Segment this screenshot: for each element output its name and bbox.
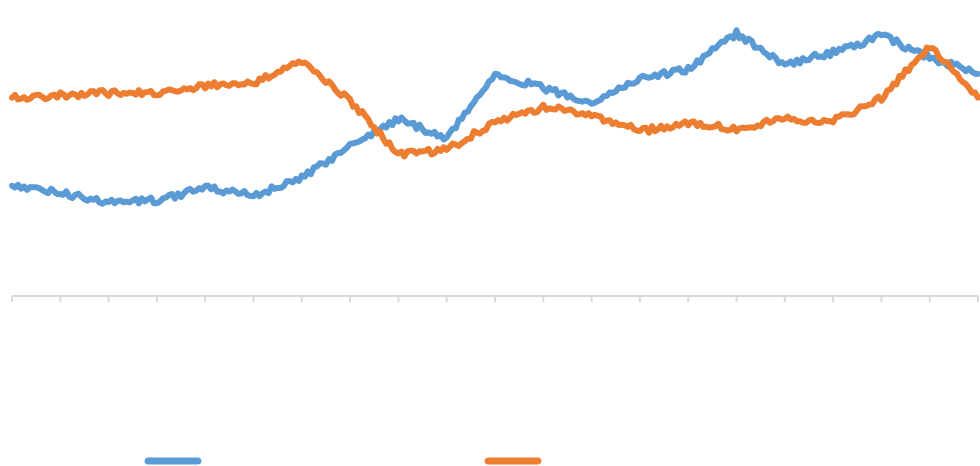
series-line-2 — [9, 44, 980, 160]
series-layer — [9, 27, 980, 207]
x-axis — [11, 295, 979, 302]
series-line-1 — [9, 27, 980, 207]
